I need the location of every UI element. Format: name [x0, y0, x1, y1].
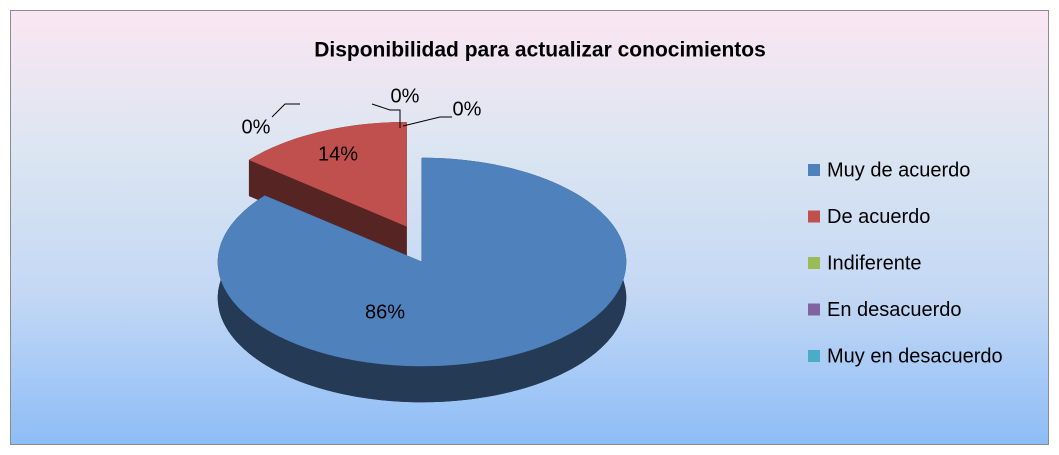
- legend-label: Muy en desacuerdo: [827, 345, 1003, 367]
- legend-label: Muy de acuerdo: [827, 159, 970, 181]
- data-labels: 86% 14% 0% 0% 0%: [242, 85, 482, 323]
- data-label: 0%: [391, 85, 420, 107]
- legend-swatch: [808, 210, 820, 223]
- data-label: 0%: [242, 116, 271, 138]
- legend: Muy de acuerdo De acuerdo Indiferente En de…: [808, 159, 1003, 367]
- legend-label: De acuerdo: [827, 206, 930, 228]
- pie: [217, 121, 627, 403]
- data-label: 0%: [453, 98, 482, 120]
- slice: [217, 157, 627, 367]
- legend-swatch: [808, 164, 820, 176]
- legend-swatch: [808, 257, 820, 269]
- legend-label: En desacuerdo: [827, 299, 962, 321]
- chart-title: Disponibilidad para actualizar conocimie…: [314, 39, 766, 62]
- legend-label: Indiferente: [827, 252, 922, 274]
- legend-swatch: [808, 350, 820, 362]
- leader-line: [271, 103, 300, 118]
- leader-line: [402, 116, 452, 127]
- legend-swatch: [808, 303, 820, 316]
- data-label: 14%: [318, 143, 358, 165]
- slice: [248, 121, 407, 227]
- leader-line: [371, 103, 401, 128]
- data-label: 86%: [365, 301, 405, 323]
